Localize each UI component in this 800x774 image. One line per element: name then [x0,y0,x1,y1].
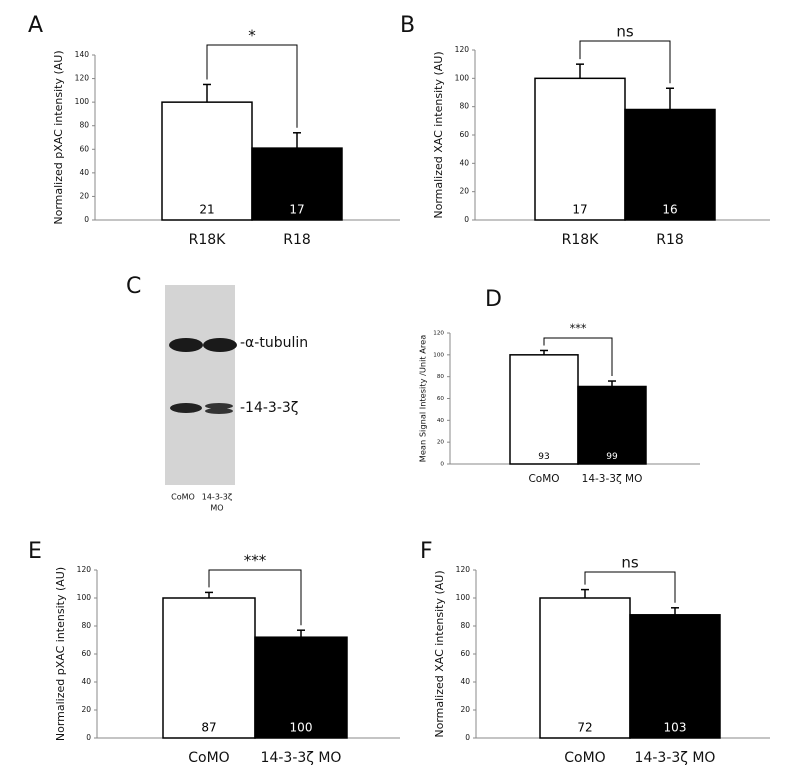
y-axis-label: Normalized XAC intensity (AU) [432,51,445,218]
band-label: -14-3-3ζ [240,400,298,416]
y-tick-label: 0 [86,733,91,742]
y-tick-label: 120 [433,331,444,337]
x-tick-label: R18 [656,232,684,248]
panel-letter: F [420,539,433,564]
y-tick-label: 100 [455,73,470,82]
y-tick-label: 140 [75,50,90,59]
bar [629,614,721,739]
y-tick-label: 0 [84,215,89,224]
n-label: 72 [577,721,592,735]
y-tick-label: 80 [81,621,91,630]
panel-letter: C [126,274,141,299]
x-tick-label: R18K [562,232,600,248]
bar [509,354,579,465]
x-tick-label: CoMO [564,750,605,766]
y-tick-label: 60 [79,144,89,153]
y-tick-label: 60 [81,649,91,658]
x-tick-label: 14-3-3ζ MO [261,750,342,766]
y-tick-label: 0 [464,215,469,224]
y-tick-label: 80 [460,621,470,630]
y-tick-label: 120 [75,74,90,83]
y-axis-label: Normalized pXAC intensity (AU) [52,50,65,224]
y-tick-label: 20 [437,440,445,446]
band [205,403,233,409]
band-label: -α-tubulin [240,335,308,351]
significance-bracket [543,337,613,377]
band [205,408,233,414]
significance-label: * [248,27,256,45]
panel-letter: B [400,13,415,38]
y-tick-label: 60 [459,130,469,139]
y-tick-label: 100 [75,97,90,106]
significance-label: *** [244,552,267,570]
y-tick-label: 100 [456,593,471,602]
bar [254,636,348,739]
lane-label: MO [210,504,223,513]
y-tick-label: 60 [460,649,470,658]
blot-membrane [165,285,235,485]
y-axis-label: Normalized XAC intensity (AU) [433,570,446,737]
x-tick-label: 14-3-3ζ MO [582,473,643,485]
y-tick-label: 60 [437,396,445,402]
y-tick-label: 20 [459,187,469,196]
x-tick-label: R18 [283,232,311,248]
y-tick-label: 40 [81,677,91,686]
panel-letter: D [485,287,502,312]
y-tick-label: 80 [79,121,89,130]
bar [162,597,256,739]
band [169,338,203,352]
n-label: 87 [201,721,216,735]
panel-letter: A [28,13,43,38]
n-label: 17 [572,203,587,217]
significance-label: ns [616,23,634,41]
y-tick-label: 100 [433,352,444,358]
significance-label: ns [621,554,639,572]
significance-bracket [208,569,302,626]
lane-label: CoMO [171,493,195,502]
significance-bracket [579,40,671,84]
band [170,403,202,413]
n-label: 93 [538,452,549,462]
y-tick-label: 40 [459,158,469,167]
y-tick-label: 40 [79,168,89,177]
y-tick-label: 120 [77,565,92,574]
panel-letter: E [28,539,42,564]
n-label: 17 [289,203,304,217]
significance-label: *** [570,322,587,335]
y-tick-label: 20 [79,191,89,200]
x-tick-label: CoMO [188,750,229,766]
bar [161,101,253,221]
band [203,338,237,352]
y-tick-label: 0 [465,733,470,742]
lane-label: 14-3-3ζ [202,493,232,502]
significance-bracket [584,571,676,603]
y-tick-label: 20 [81,705,91,714]
bar [624,108,716,221]
n-label: 16 [662,203,677,217]
significance-bracket [206,44,298,128]
y-tick-label: 40 [460,677,470,686]
x-tick-label: CoMO [528,473,559,485]
x-tick-label: 14-3-3ζ MO [635,750,716,766]
y-tick-label: 20 [460,705,470,714]
n-label: 21 [199,203,214,217]
y-tick-label: 120 [456,565,471,574]
n-label: 99 [606,452,618,462]
y-tick-label: 80 [459,102,469,111]
n-label: 103 [664,721,687,735]
y-tick-label: 0 [440,462,444,468]
y-tick-label: 80 [437,374,445,380]
y-tick-label: 100 [77,593,92,602]
bar [534,77,626,221]
y-axis-label: Normalized pXAC intensity (AU) [54,567,67,741]
n-label: 100 [290,721,313,735]
y-tick-label: 120 [455,45,470,54]
bar [539,597,631,739]
x-tick-label: R18K [189,232,227,248]
y-tick-label: 40 [437,418,445,424]
y-axis-label: Mean Signal Intesity /Unit Area [418,335,428,463]
